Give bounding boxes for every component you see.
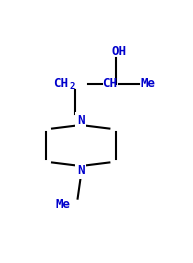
Text: CH: CH	[53, 77, 68, 90]
Text: CH: CH	[102, 77, 117, 90]
Text: N: N	[77, 164, 85, 178]
Text: 2: 2	[69, 82, 74, 91]
Text: Me: Me	[140, 77, 155, 90]
Text: Me: Me	[56, 198, 71, 211]
Text: OH: OH	[112, 45, 127, 58]
Text: N: N	[77, 114, 85, 127]
